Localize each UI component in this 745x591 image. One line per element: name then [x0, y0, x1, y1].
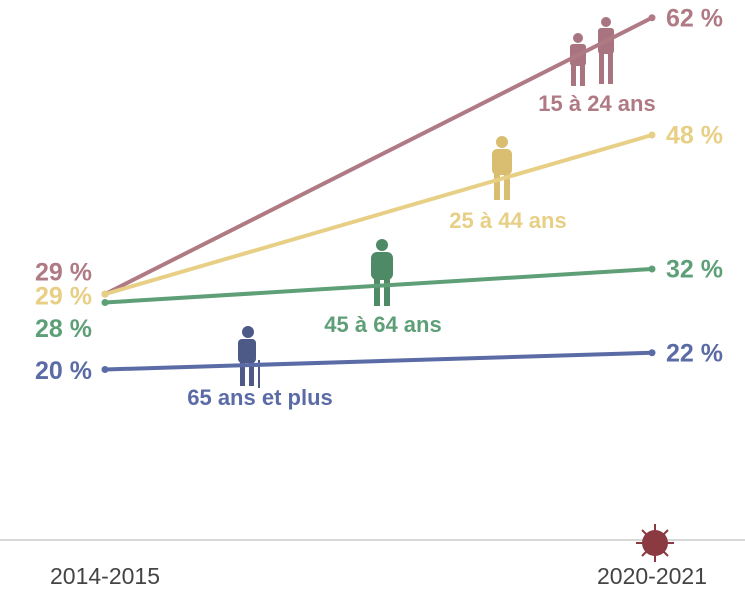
value-label: 20 %: [35, 357, 92, 385]
point: [648, 265, 656, 273]
value-label: 22 %: [666, 339, 723, 367]
point: [101, 366, 109, 373]
value-label: 29 %: [35, 283, 92, 311]
value-label: 48 %: [666, 122, 723, 150]
series-label: 15 à 24 ans: [538, 91, 655, 116]
series-label: 65 ans et plus: [187, 385, 333, 410]
x-tick-label: 2014-2015: [50, 563, 160, 589]
point: [648, 131, 656, 139]
virus-icon: [636, 524, 674, 562]
value-label: 29 %: [35, 259, 92, 287]
line: [104, 267, 653, 305]
point: [648, 349, 656, 357]
point: [648, 14, 656, 22]
line: [104, 15, 653, 296]
line: [104, 350, 653, 372]
series-label: 25 à 44 ans: [449, 208, 566, 233]
value-label: 62 %: [666, 4, 723, 32]
value-label: 32 %: [666, 256, 723, 284]
point: [101, 299, 109, 306]
point: [101, 290, 109, 298]
value-label: 28 %: [35, 315, 92, 343]
line: [104, 133, 653, 297]
x-tick-label: 2020-2021: [597, 563, 707, 589]
series-label: 45 à 64 ans: [324, 312, 441, 337]
